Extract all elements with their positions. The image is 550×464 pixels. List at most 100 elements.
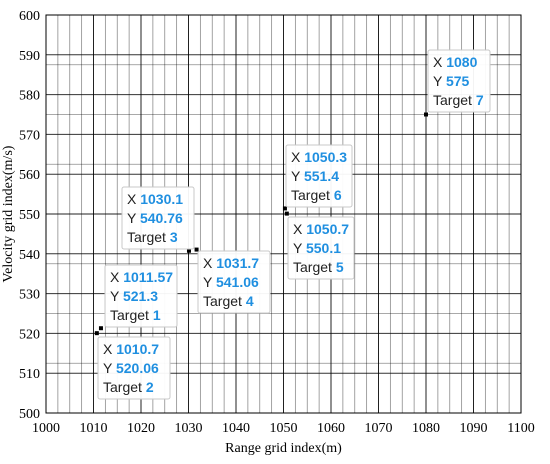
x-tick-labels: 1000 1010 1020 1030 1040 1050 1060 1070 1080 1090… [32, 421, 535, 436]
datatip-target-3: X 1030.1 Y 540.76 Target 3 [121, 186, 195, 250]
x-tick-label: 1040 [222, 421, 250, 436]
datatip-key: Y [127, 210, 140, 226]
datatip-line: Target 6 [291, 187, 342, 203]
y-tick-label: 520 [19, 327, 40, 342]
datatip-key: Target [203, 293, 246, 309]
datatip-key: Target [103, 379, 146, 395]
datatip-target-5: X 1050.7 Y 550.1 Target 5 [287, 216, 355, 280]
datatip-box [104, 264, 178, 328]
x-tick-label: 1100 [507, 421, 534, 436]
datatip-target-2: X 1010.7 Y 520.06 Target 2 [97, 336, 171, 400]
datatip-key: Y [110, 288, 123, 304]
datatip-line: Y 550.1 [293, 240, 341, 256]
datatip-line: Target 1 [110, 307, 161, 323]
datatip-key: Y [203, 274, 216, 290]
plot-frame [45, 14, 522, 414]
datatip-box [287, 216, 355, 280]
datatip-key: Target [127, 229, 170, 245]
datatip-key: Y [291, 168, 304, 184]
datatip-line: Target 2 [103, 379, 154, 395]
datatip-value: 1080 [446, 54, 477, 70]
datatip-value: 5 [336, 259, 344, 275]
datatip-key: X [103, 341, 116, 357]
data-point [194, 247, 199, 252]
datatip-line: X 1031.7 [203, 255, 259, 271]
datatip-box [97, 336, 171, 400]
data-point [98, 326, 103, 331]
datatip-key: X [203, 255, 216, 271]
datatip-line: Y 551.4 [291, 168, 339, 184]
data-point [282, 206, 287, 211]
x-tick-label: 1060 [317, 421, 345, 436]
datatip-value: 575 [446, 73, 470, 89]
y-tick-label: 560 [19, 168, 40, 183]
y-tick-label: 530 [19, 288, 40, 303]
datatip-line: Target 7 [433, 92, 484, 108]
y-tick-label: 590 [19, 49, 40, 64]
datatip-line: X 1050.3 [291, 149, 347, 165]
datatip-line: Y 575 [433, 73, 470, 89]
datatip-key: Target [433, 92, 476, 108]
datatip-value: 1011.57 [123, 269, 173, 285]
datatip-key: Target [293, 259, 336, 275]
datatip-value: 541.06 [216, 274, 259, 290]
y-tick-label: 510 [19, 367, 40, 382]
datatip-value: 550.1 [306, 240, 341, 256]
x-tick-label: 1050 [270, 421, 298, 436]
x-tick-label: 1020 [127, 421, 155, 436]
x-tick-label: 1000 [32, 421, 60, 436]
y-tick-label: 550 [19, 208, 40, 223]
datatip-line: Y 521.3 [110, 288, 158, 304]
datatip-target-7: X 1080 Y 575 Target 7 [427, 49, 491, 113]
datatip-key: Y [433, 73, 446, 89]
datatip-line: Target 4 [203, 293, 254, 309]
datatip-line: Y 540.76 [127, 210, 183, 226]
datatip-value: 2 [146, 379, 154, 395]
datatip-line: X 1030.1 [127, 191, 183, 207]
datatip-key: Y [103, 360, 116, 376]
datatip-line: X 1080 [433, 54, 478, 70]
datatip-value: 1010.7 [116, 341, 159, 357]
data-point [424, 112, 428, 117]
datatip-line: Target 3 [127, 229, 178, 245]
y-axis-label: Velocity grid index(m/s) [1, 145, 16, 282]
y-tick-label: 600 [19, 9, 40, 24]
x-tick-label: 1030 [175, 421, 203, 436]
datatip-value: 521.3 [123, 288, 158, 304]
datatip-box [427, 49, 491, 113]
datatip-key: Target [110, 307, 153, 323]
data-point [284, 211, 289, 216]
datatip-value: 551.4 [304, 168, 339, 184]
data-point [94, 331, 99, 336]
datatip-value: 1050.7 [306, 221, 349, 237]
datatip-key: Target [291, 187, 334, 203]
y-tick-labels: 500 510 520 530 540 550 560 570 580 590 600 [19, 9, 40, 422]
datatip-line: Y 520.06 [103, 360, 159, 376]
datatip-line: Y 541.06 [203, 274, 259, 290]
datatip-line: Target 5 [293, 259, 344, 275]
datatip-key: X [293, 221, 306, 237]
datatip-value: 7 [476, 92, 484, 108]
datatip-key: X [110, 269, 123, 285]
x-tick-label: 1070 [365, 421, 393, 436]
datatip-box [197, 250, 271, 314]
datatip-value: 1 [153, 307, 161, 323]
datatip-key: X [291, 149, 304, 165]
x-tick-label: 1080 [412, 421, 440, 436]
datatip-key: X [127, 191, 140, 207]
datatip-value: 6 [334, 187, 342, 203]
y-tick-label: 500 [19, 407, 40, 422]
data-point [186, 248, 191, 253]
x-tick-label: 1010 [80, 421, 108, 436]
datatip-value: 540.76 [140, 210, 183, 226]
x-tick-label: 1090 [460, 421, 488, 436]
datatip-line: X 1010.7 [103, 341, 159, 357]
data-markers [94, 112, 428, 336]
datatip-line: X 1011.57 [110, 269, 173, 285]
datatip-value: 1050.3 [304, 149, 347, 165]
y-tick-label: 580 [19, 89, 40, 104]
